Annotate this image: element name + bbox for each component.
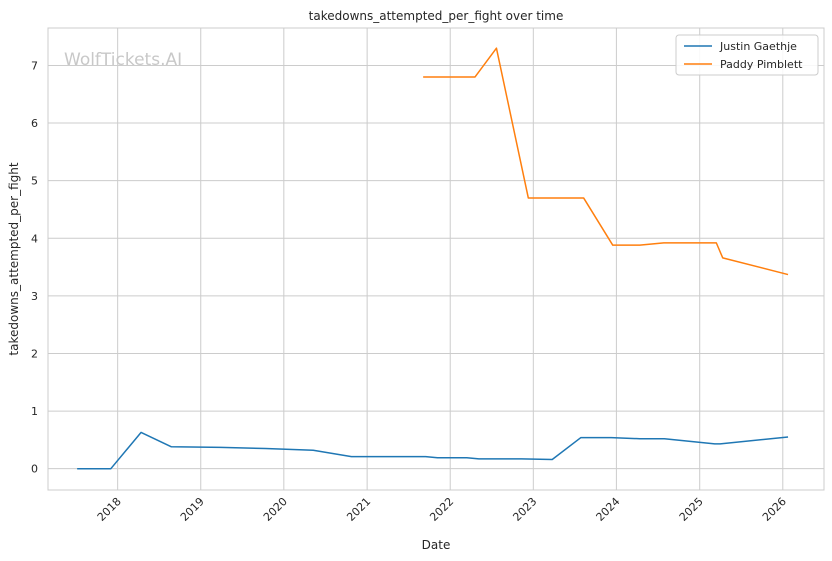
x-tick-label-2019: 2019 <box>178 495 207 524</box>
y-tick-label-4: 4 <box>31 232 38 245</box>
x-tick-label-2022: 2022 <box>427 495 456 524</box>
x-axis-label: Date <box>422 538 451 552</box>
x-axis-ticks: 2018 2019 2020 2021 2022 2023 2024 2025 2026 <box>95 495 789 524</box>
legend-label-justin-gaethje: Justin Gaethje <box>719 40 797 53</box>
y-tick-label-2: 2 <box>31 347 38 360</box>
y-tick-label-7: 7 <box>31 59 38 72</box>
x-tick-label-2021: 2021 <box>344 495 373 524</box>
y-tick-label-6: 6 <box>31 117 38 130</box>
watermark: WolfTickets.AI <box>64 50 182 70</box>
x-tick-label-2025: 2025 <box>677 495 706 524</box>
plot-frame <box>47 27 825 491</box>
x-gridlines <box>117 28 784 490</box>
x-tick-label-2026: 2026 <box>760 495 789 524</box>
y-gridlines <box>48 64 824 470</box>
chart-title: takedowns_attempted_per_fight over time <box>309 9 564 23</box>
y-tick-label-5: 5 <box>31 175 38 188</box>
y-axis-ticks: 0 1 2 3 4 5 6 7 <box>31 59 38 475</box>
legend-box <box>675 34 819 76</box>
y-tick-label-0: 0 <box>31 463 38 476</box>
plot-area <box>48 28 824 490</box>
y-axis-label: takedowns_attempted_per_fight <box>7 162 21 355</box>
x-tick-label-2018: 2018 <box>95 495 124 524</box>
x-tick-label-2024: 2024 <box>594 495 623 524</box>
series-line-paddy-pimblett <box>423 47 789 276</box>
x-tick-label-2023: 2023 <box>510 495 539 524</box>
y-tick-label-1: 1 <box>31 405 38 418</box>
series-layer <box>77 47 789 470</box>
legend: Justin Gaethje Paddy Pimblett <box>675 34 819 76</box>
y-tick-label-3: 3 <box>31 290 38 303</box>
legend-label-paddy-pimblett: Paddy Pimblett <box>720 58 803 71</box>
x-tick-label-2020: 2020 <box>261 495 290 524</box>
series-line-justin-gaethje <box>77 431 789 470</box>
